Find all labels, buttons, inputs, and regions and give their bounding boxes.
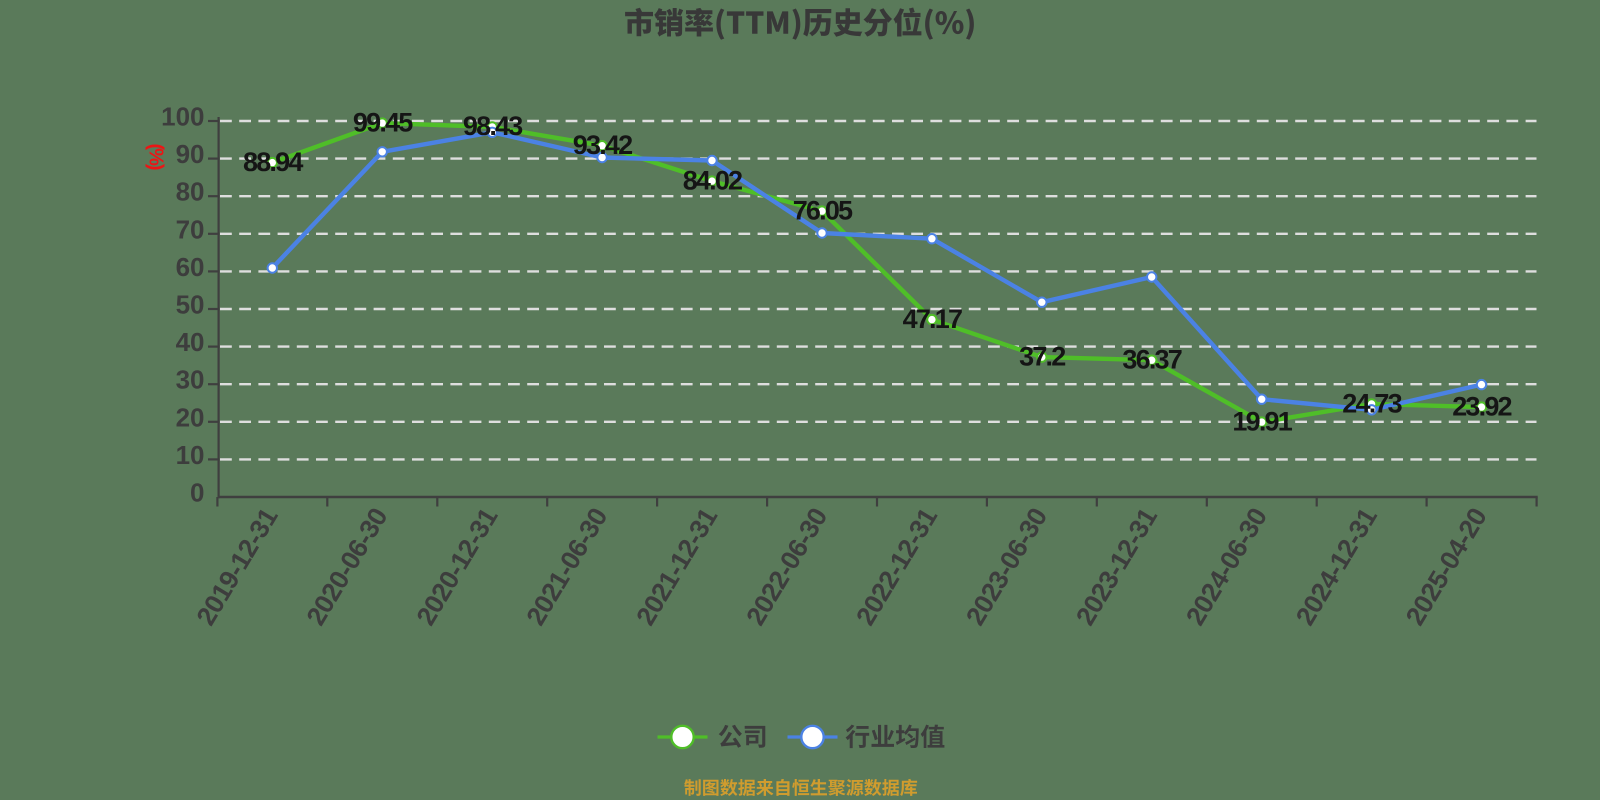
svg-text:19.91: 19.91 bbox=[1232, 406, 1292, 436]
svg-text:50: 50 bbox=[176, 290, 205, 320]
svg-text:76.05: 76.05 bbox=[793, 195, 853, 225]
svg-text:90: 90 bbox=[176, 139, 205, 169]
svg-text:40: 40 bbox=[176, 327, 205, 357]
svg-text:0: 0 bbox=[190, 478, 204, 508]
svg-text:98.43: 98.43 bbox=[463, 111, 523, 141]
svg-text:84.02: 84.02 bbox=[683, 165, 742, 195]
svg-text:100: 100 bbox=[161, 102, 204, 132]
svg-text:70: 70 bbox=[176, 214, 205, 244]
svg-text:93.42: 93.42 bbox=[573, 130, 632, 160]
svg-text:36.37: 36.37 bbox=[1122, 345, 1181, 375]
svg-text:(%): (%) bbox=[145, 143, 167, 169]
svg-text:20: 20 bbox=[176, 402, 205, 432]
svg-text:30: 30 bbox=[176, 365, 205, 395]
svg-text:24.73: 24.73 bbox=[1342, 388, 1402, 418]
svg-text:80: 80 bbox=[176, 177, 205, 207]
svg-text:10: 10 bbox=[176, 440, 205, 470]
svg-text:88.94: 88.94 bbox=[243, 147, 303, 177]
svg-text:60: 60 bbox=[176, 252, 205, 282]
svg-text:23.92: 23.92 bbox=[1452, 391, 1511, 421]
svg-text:99.45: 99.45 bbox=[353, 107, 413, 137]
svg-text:47.17: 47.17 bbox=[903, 304, 962, 334]
svg-text:37.2: 37.2 bbox=[1019, 341, 1065, 371]
